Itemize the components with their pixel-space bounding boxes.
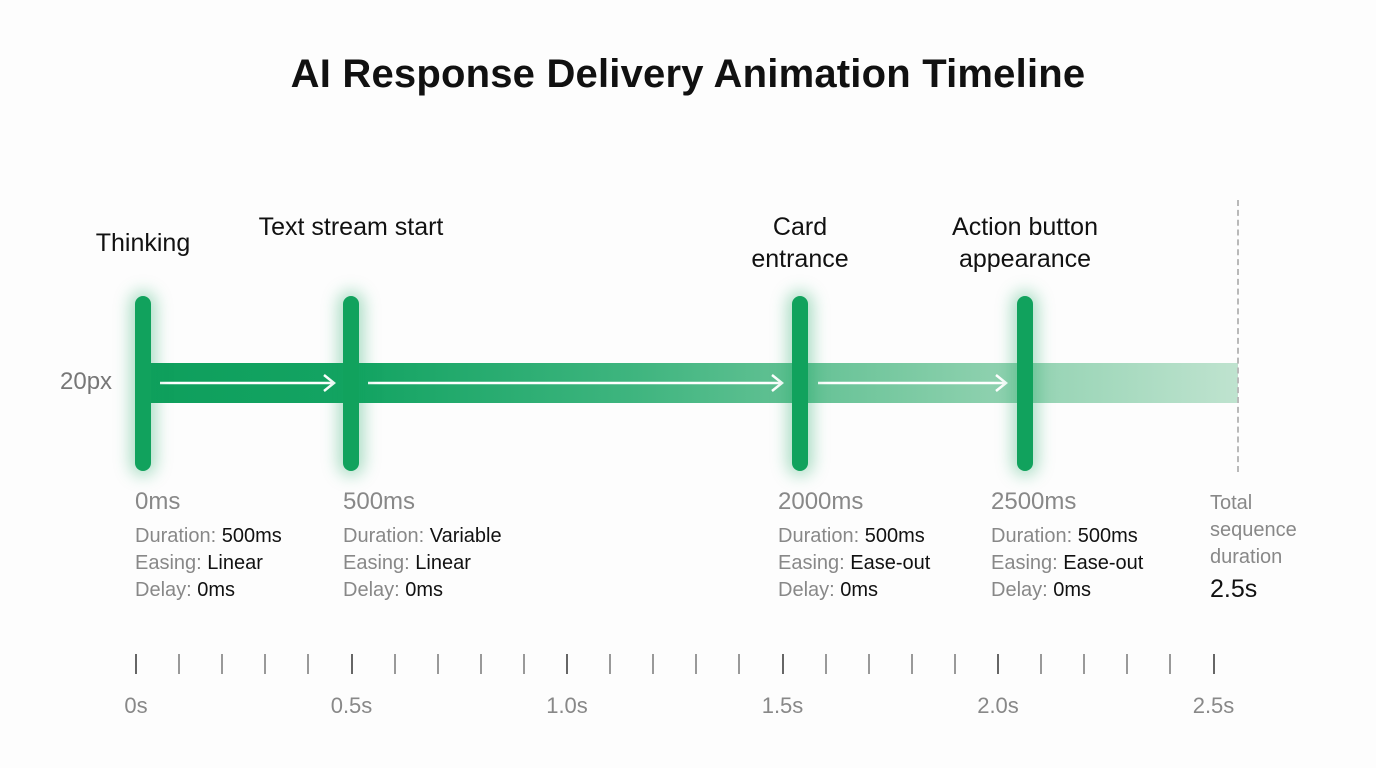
duration-label: Duration: — [778, 525, 860, 547]
axis-major-tick — [566, 654, 568, 674]
axis-minor-tick — [1083, 654, 1086, 674]
duration-value: 500ms — [1077, 525, 1138, 547]
delay-label: Delay: — [135, 579, 192, 601]
event-label: Thinking — [95, 229, 191, 257]
axis-minor-tick — [652, 654, 655, 674]
axis-major-tick — [1212, 654, 1215, 674]
axis-major-tick — [350, 654, 353, 674]
axis-minor-tick — [1126, 654, 1129, 674]
axis-tick-label: 1.5s — [761, 693, 804, 718]
easing-value: Ease-out — [1063, 552, 1144, 574]
delay-value: 0ms — [840, 579, 879, 601]
axis-minor-tick — [393, 654, 396, 674]
duration-value: 500ms — [221, 525, 282, 547]
event-time: 0ms — [135, 488, 181, 515]
axis-tick-label: 0s — [124, 693, 148, 718]
axis-minor-tick — [436, 654, 439, 674]
total-duration-label: Total sequence duration — [1210, 492, 1297, 568]
axis-minor-tick — [609, 654, 612, 674]
axis-minor-tick — [824, 654, 827, 674]
event-marker-action-button — [1017, 296, 1033, 471]
delay-label: Delay: — [991, 579, 1048, 601]
duration-label: Duration: — [135, 525, 217, 547]
time-axis: 0s 0.5s 1.0s 1.5s 2.0s 2.5s — [0, 640, 1376, 730]
event-details: Duration: 500ms Easing: Ease-out Delay: … — [991, 523, 1143, 604]
delay-label: Delay: — [778, 579, 835, 601]
axis-minor-tick — [910, 654, 913, 674]
axis-tick-label: 2.0s — [977, 693, 1019, 718]
easing-value: Linear — [415, 552, 471, 574]
end-marker-line — [1237, 200, 1239, 472]
event-marker-thinking — [135, 296, 151, 471]
axis-minor-tick — [264, 654, 267, 674]
easing-label: Easing: — [778, 552, 845, 574]
event-label: Card entrance — [751, 213, 849, 273]
track-height-label: 20px — [60, 368, 113, 395]
event-time: 2000ms — [778, 488, 864, 515]
axis-minor-tick — [221, 654, 224, 674]
event-details: Duration: Variable Easing: Linear Delay:… — [343, 523, 502, 604]
axis-minor-tick — [1169, 654, 1172, 674]
event-details: Duration: 500ms Easing: Ease-out Delay: … — [778, 523, 930, 604]
easing-label: Easing: — [343, 552, 410, 574]
axis-major-tick — [997, 654, 999, 674]
axis-minor-tick — [738, 654, 741, 674]
axis-minor-tick — [178, 654, 181, 674]
axis-minor-tick — [867, 654, 870, 674]
easing-value: Linear — [207, 552, 263, 574]
axis-minor-tick — [953, 654, 956, 674]
arrow-icon — [818, 374, 1009, 392]
event-time: 500ms — [343, 488, 416, 515]
delay-value: 0ms — [405, 579, 444, 601]
delay-value: 0ms — [197, 579, 236, 601]
duration-label: Duration: — [343, 525, 425, 547]
axis-minor-tick — [522, 654, 525, 674]
arrow-icon — [160, 374, 337, 392]
axis-minor-tick — [479, 654, 482, 674]
event-details: Duration: 500ms Easing: Linear Delay: 0m… — [135, 523, 282, 604]
easing-label: Easing: — [991, 552, 1058, 574]
axis-minor-tick — [1040, 654, 1043, 674]
duration-value: 500ms — [864, 525, 925, 547]
event-time: 2500ms — [991, 488, 1077, 515]
axis-minor-tick — [695, 654, 698, 674]
delay-label: Delay: — [343, 579, 400, 601]
duration-value: Variable — [429, 525, 502, 547]
event-marker-text-stream — [343, 296, 359, 471]
easing-label: Easing: — [135, 552, 202, 574]
axis-major-tick — [135, 654, 137, 674]
duration-label: Duration: — [991, 525, 1073, 547]
event-label: Text stream start — [258, 213, 444, 241]
delay-value: 0ms — [1053, 579, 1092, 601]
axis-minor-tick — [307, 654, 310, 674]
easing-value: Ease-out — [850, 552, 931, 574]
axis-tick-label: 1.0s — [546, 693, 588, 718]
axis-major-tick — [781, 654, 784, 674]
axis-tick-label: 0.5s — [330, 693, 373, 718]
arrow-icon — [368, 374, 785, 392]
axis-tick-label: 2.5s — [1192, 693, 1235, 718]
total-duration-value: 2.5s — [1210, 575, 1258, 603]
event-marker-card-entrance — [792, 296, 808, 471]
event-label: Action button appearance — [952, 213, 1098, 273]
page-title: AI Response Delivery Animation Timeline — [290, 52, 1086, 96]
